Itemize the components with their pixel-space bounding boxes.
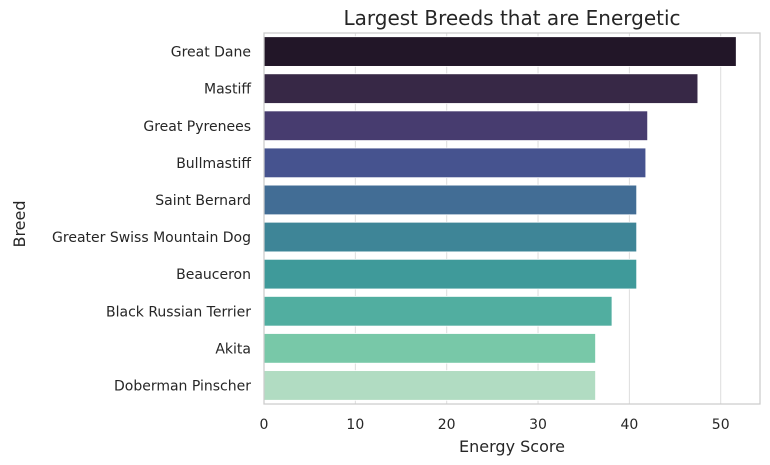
x-tick-label: 30 xyxy=(529,417,547,433)
y-tick-label: Great Dane xyxy=(171,45,251,61)
x-tick-label: 50 xyxy=(712,417,730,433)
y-tick-label: Saint Bernard xyxy=(155,193,251,209)
y-tick-label: Mastiff xyxy=(204,82,251,98)
chart-title: Largest Breeds that are Energetic xyxy=(343,6,680,30)
x-tick-label: 10 xyxy=(346,417,364,433)
y-tick-label: Great Pyrenees xyxy=(143,119,251,135)
bar-saint-bernard xyxy=(263,184,638,216)
bar-great-pyrenees xyxy=(263,110,649,141)
y-tick-label: Black Russian Terrier xyxy=(106,304,251,320)
bar-beauceron xyxy=(263,258,638,290)
y-tick-labels: Great Dane Mastiff Great Pyrenees Bullmasti… xyxy=(52,45,251,395)
plot-frame xyxy=(263,32,761,405)
y-axis-title: Breed xyxy=(10,200,29,247)
bars xyxy=(263,36,737,401)
bar-black-russian-terrier xyxy=(263,296,613,327)
y-tick-label: Beauceron xyxy=(176,267,251,283)
x-tick-label: 40 xyxy=(620,417,638,433)
x-tick-label: 20 xyxy=(438,417,456,433)
y-tick-label: Doberman Pinscher xyxy=(114,378,251,394)
bar-doberman-pinscher xyxy=(263,370,596,401)
bar-greater-swiss-mountain-dog xyxy=(263,221,638,253)
bar-bullmastiff xyxy=(263,147,647,179)
x-axis-title: Energy Score xyxy=(459,437,565,456)
y-tick-label: Bullmastiff xyxy=(176,156,251,172)
x-tick-label: 0 xyxy=(260,417,269,433)
y-tick-label: Akita xyxy=(215,341,251,357)
x-tick-labels: 0 10 20 30 40 50 xyxy=(260,417,730,433)
bar-akita xyxy=(263,333,596,364)
bar-great-dane xyxy=(263,36,737,67)
y-tick-label: Greater Swiss Mountain Dog xyxy=(52,230,251,246)
bar-mastiff xyxy=(263,73,699,104)
